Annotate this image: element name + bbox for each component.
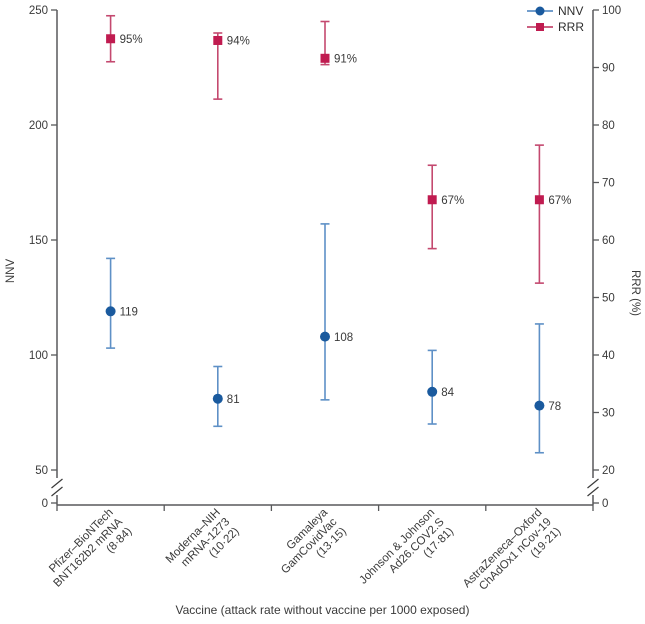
- rrr-point-label: 94%: [227, 36, 250, 48]
- nnv-point-label: 108: [334, 332, 353, 344]
- nnv-point: [320, 331, 330, 342]
- axis-break-gap: [590, 478, 596, 495]
- rrr-point: [427, 195, 437, 205]
- right-axis-tick-label: 40: [602, 350, 615, 362]
- axis-break-slash: [51, 486, 63, 497]
- nnv-point-label: 78: [548, 401, 561, 413]
- left-axis-tick-label: 250: [29, 5, 48, 17]
- left-axis-tick-label: 50: [35, 465, 48, 477]
- rrr-point: [534, 195, 544, 205]
- right-axis-tick-label: 50: [602, 293, 615, 305]
- nnv-point-label: 119: [120, 307, 138, 319]
- right-axis-title: RRR (%): [629, 270, 641, 316]
- right-axis-tick-label: 90: [602, 63, 615, 75]
- right-axis-tick-label: 80: [602, 120, 615, 132]
- nnv-point-label: 84: [441, 387, 454, 399]
- rrr-point-label: 67%: [441, 195, 464, 207]
- right-axis-tick-label: 0: [602, 498, 608, 510]
- left-axis-tick-label: 100: [29, 350, 48, 362]
- left-axis-title: NNV: [5, 258, 18, 284]
- rrr-point: [213, 35, 223, 45]
- legend-nnv-label: NNV: [558, 4, 583, 18]
- right-axis-tick-label: 100: [602, 5, 621, 17]
- x-axis-title: Vaccine (attack rate without vaccine per…: [175, 603, 470, 617]
- right-axis-tick-label: 60: [602, 235, 615, 247]
- axis-break-slash: [587, 478, 599, 489]
- legend-nnv-marker-icon: [535, 6, 545, 16]
- rrr-point: [106, 34, 116, 44]
- nnv-point: [534, 400, 545, 411]
- nnv-point-label: 81: [227, 394, 240, 406]
- nnv-point: [105, 306, 116, 317]
- right-axis-tick-label: 30: [602, 408, 615, 420]
- axis-break-slash: [587, 486, 599, 497]
- rrr-point: [320, 53, 330, 63]
- axis-break-slash: [51, 478, 63, 489]
- legend-rrr-marker-icon: [536, 23, 544, 31]
- right-axis-tick-label: 70: [602, 178, 615, 190]
- left-axis-tick-label: 200: [29, 120, 48, 132]
- left-axis-tick-label: 150: [29, 235, 48, 247]
- left-axis-tick-label: 0: [42, 498, 48, 510]
- rrr-point-label: 95%: [120, 34, 143, 46]
- right-axis-tick-label: 20: [602, 465, 615, 477]
- legend-rrr-label: RRR: [558, 20, 584, 34]
- rrr-point-label: 91%: [334, 54, 357, 66]
- nnv-point: [427, 386, 438, 397]
- axis-break-gap: [54, 478, 60, 495]
- nnv-point: [212, 393, 223, 404]
- rrr-point-label: 67%: [548, 195, 571, 207]
